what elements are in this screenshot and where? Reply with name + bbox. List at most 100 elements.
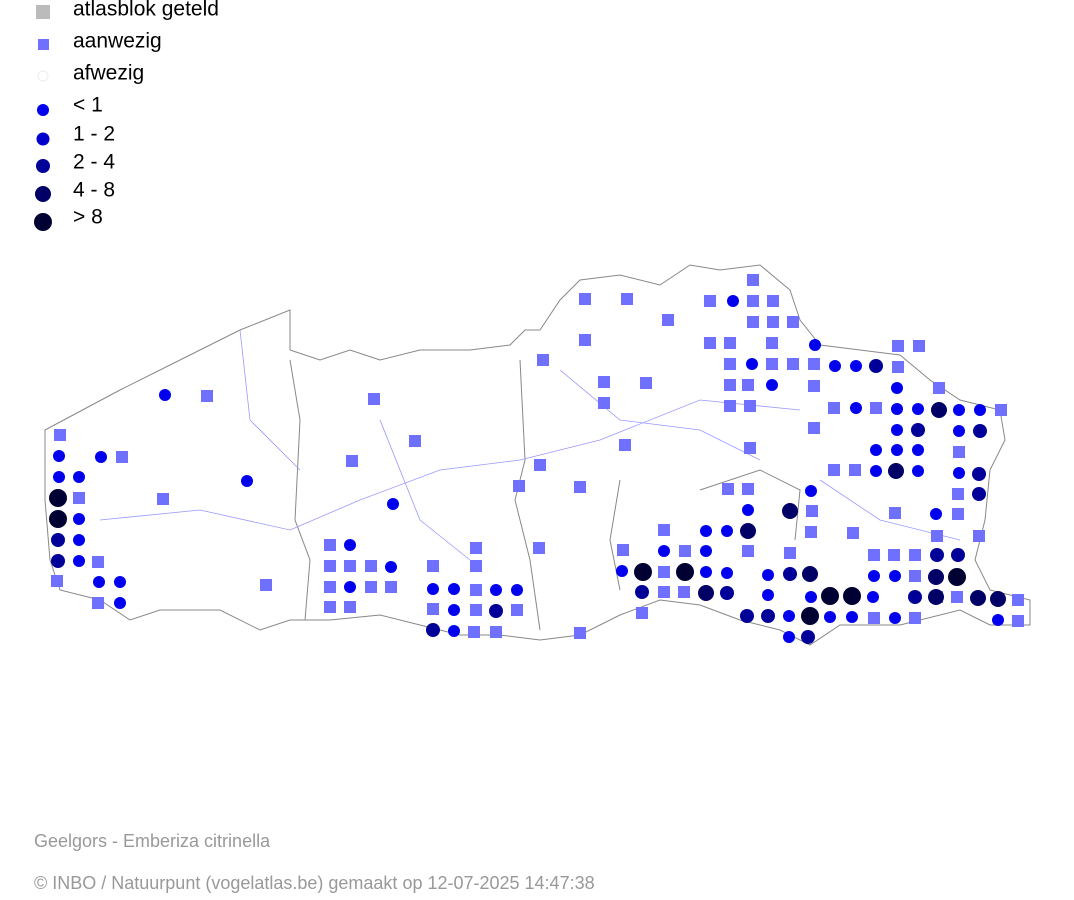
presence-square	[913, 340, 925, 352]
presence-square	[513, 480, 525, 492]
presence-square	[658, 586, 670, 598]
presence-square	[1012, 594, 1024, 606]
presence-square	[427, 560, 439, 572]
presence-square	[724, 379, 736, 391]
abundance-dot	[930, 548, 944, 562]
presence-square	[678, 586, 690, 598]
abundance-dot	[490, 584, 502, 596]
abundance-dot	[720, 586, 734, 600]
abundance-dot	[953, 425, 965, 437]
presence-square	[368, 393, 380, 405]
abundance-dot	[385, 561, 397, 573]
presence-square	[747, 274, 759, 286]
presence-square	[724, 358, 736, 370]
presence-square	[787, 316, 799, 328]
presence-square	[766, 358, 778, 370]
abundance-dot	[801, 630, 815, 644]
abundance-dot	[870, 444, 882, 456]
presence-square	[324, 539, 336, 551]
abundance-dot	[990, 591, 1006, 607]
abundance-dot	[948, 568, 966, 586]
legend-label: atlasblok geteld	[73, 0, 219, 21]
copyright: © INBO / Natuurpunt (vogelatlas.be) gema…	[34, 873, 595, 893]
presence-square	[806, 505, 818, 517]
presence-square	[324, 560, 336, 572]
legend-label: 1 - 2	[73, 123, 115, 146]
presence-square	[909, 570, 921, 582]
legend: atlasblok geteld aanwezig afwezig < 1 1 …	[34, 0, 219, 231]
presence-square	[346, 455, 358, 467]
river	[99, 329, 961, 561]
presence-square	[598, 376, 610, 388]
presence-square	[784, 547, 796, 559]
legend-icon	[38, 39, 49, 50]
abundance-dot	[801, 607, 819, 625]
abundance-dot	[698, 585, 714, 601]
presence-square	[579, 334, 591, 346]
presence-square	[344, 560, 356, 572]
presence-square	[365, 581, 377, 593]
presence-square	[470, 542, 482, 554]
presence-square	[849, 464, 861, 476]
abundance-dot	[891, 444, 903, 456]
abundance-dot	[868, 570, 880, 582]
legend-icon	[35, 186, 51, 202]
abundance-dot	[746, 358, 758, 370]
presence-square	[889, 507, 901, 519]
legend-icon	[36, 5, 50, 19]
abundance-dot	[721, 525, 733, 537]
presence-square	[636, 607, 648, 619]
abundance-dot	[829, 360, 841, 372]
presence-square	[888, 549, 900, 561]
abundance-dot	[912, 444, 924, 456]
presence-square	[742, 379, 754, 391]
abundance-dot	[344, 539, 356, 551]
abundance-dot	[721, 567, 733, 579]
presence-square	[679, 545, 691, 557]
presence-square	[933, 382, 945, 394]
abundance-dot	[53, 471, 65, 483]
abundance-dot	[783, 631, 795, 643]
presence-square	[658, 524, 670, 536]
presence-square	[470, 604, 482, 616]
abundance-dot	[867, 591, 879, 603]
abundance-dot	[891, 424, 903, 436]
legend-label: 4 - 8	[73, 179, 115, 202]
legend-label: < 1	[73, 94, 103, 117]
abundance-dot	[73, 513, 85, 525]
abundance-dot	[676, 563, 694, 581]
abundance-dot	[73, 471, 85, 483]
presence-square	[511, 604, 523, 616]
abundance-dot	[821, 587, 839, 605]
abundance-dot	[846, 611, 858, 623]
abundance-dot	[448, 604, 460, 616]
abundance-dot	[928, 589, 944, 605]
presence-square	[574, 481, 586, 493]
abundance-dot	[93, 576, 105, 588]
presence-square	[767, 316, 779, 328]
presence-square	[808, 422, 820, 434]
presence-square	[427, 603, 439, 615]
abundance-dot	[908, 590, 922, 604]
abundance-dot	[912, 403, 924, 415]
abundance-dot	[448, 625, 460, 637]
abundance-dot	[972, 467, 986, 481]
abundance-dot	[489, 604, 503, 618]
abundance-dot	[241, 475, 253, 487]
presence-square	[766, 337, 778, 349]
abundance-dot	[427, 583, 439, 595]
abundance-dot	[809, 339, 821, 351]
abundance-dot	[616, 565, 628, 577]
presence-square	[909, 549, 921, 561]
presence-square	[704, 337, 716, 349]
presence-square	[868, 549, 880, 561]
abundance-dot	[783, 567, 797, 581]
presence-square	[385, 581, 397, 593]
abundance-dot	[891, 382, 903, 394]
presence-square	[722, 483, 734, 495]
abundance-dot	[53, 450, 65, 462]
abundance-dot	[891, 403, 903, 415]
presence-square	[468, 626, 480, 638]
presence-square	[828, 402, 840, 414]
